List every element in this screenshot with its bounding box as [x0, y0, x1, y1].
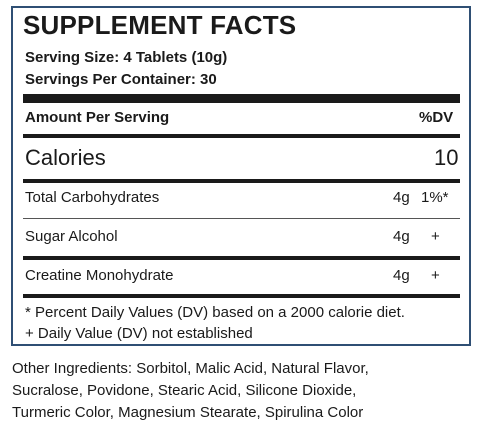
- footnote-dv: * Percent Daily Values (DV) based on a 2…: [25, 304, 405, 321]
- nutrient-dv: 1%*: [421, 189, 449, 206]
- amount-per-serving-header: Amount Per Serving: [25, 109, 170, 126]
- medium-divider: [23, 294, 460, 298]
- serving-size: Serving Size: 4 Tablets (10g): [25, 49, 228, 66]
- nutrient-dv: +: [431, 267, 440, 284]
- other-ingredients: Other Ingredients: Sorbitol, Malic Acid,…: [12, 358, 472, 424]
- nutrient-amount: 4g: [393, 228, 410, 245]
- dv-header: %DV: [419, 109, 454, 126]
- footnote-not-established: + Daily Value (DV) not established: [25, 325, 253, 342]
- medium-divider: [23, 179, 460, 183]
- calories-value: 10: [434, 145, 459, 170]
- nutrient-label: Sugar Alcohol: [25, 228, 118, 245]
- row-divider: [23, 218, 460, 219]
- nutrient-amount: 4g: [393, 267, 410, 284]
- other-ingredients-line: Sucralose, Povidone, Stearic Acid, Silic…: [12, 382, 357, 399]
- nutrient-label: Creatine Monohydrate: [25, 267, 174, 284]
- supplement-facts-panel: SUPPLEMENT FACTS Serving Size: 4 Tablets…: [11, 6, 471, 346]
- nutrient-amount: 4g: [393, 189, 410, 206]
- thick-divider: [23, 94, 460, 103]
- panel-title: SUPPLEMENT FACTS: [23, 10, 297, 40]
- other-ingredients-line: Turmeric Color, Magnesium Stearate, Spir…: [12, 404, 364, 421]
- medium-divider: [23, 256, 460, 260]
- medium-divider: [23, 134, 460, 138]
- nutrient-label: Total Carbohydrates: [25, 189, 160, 206]
- servings-per-container: Servings Per Container: 30: [25, 71, 217, 88]
- calories-label: Calories: [25, 145, 106, 170]
- nutrient-dv: +: [431, 228, 440, 245]
- other-ingredients-line: Other Ingredients: Sorbitol, Malic Acid,…: [12, 360, 369, 377]
